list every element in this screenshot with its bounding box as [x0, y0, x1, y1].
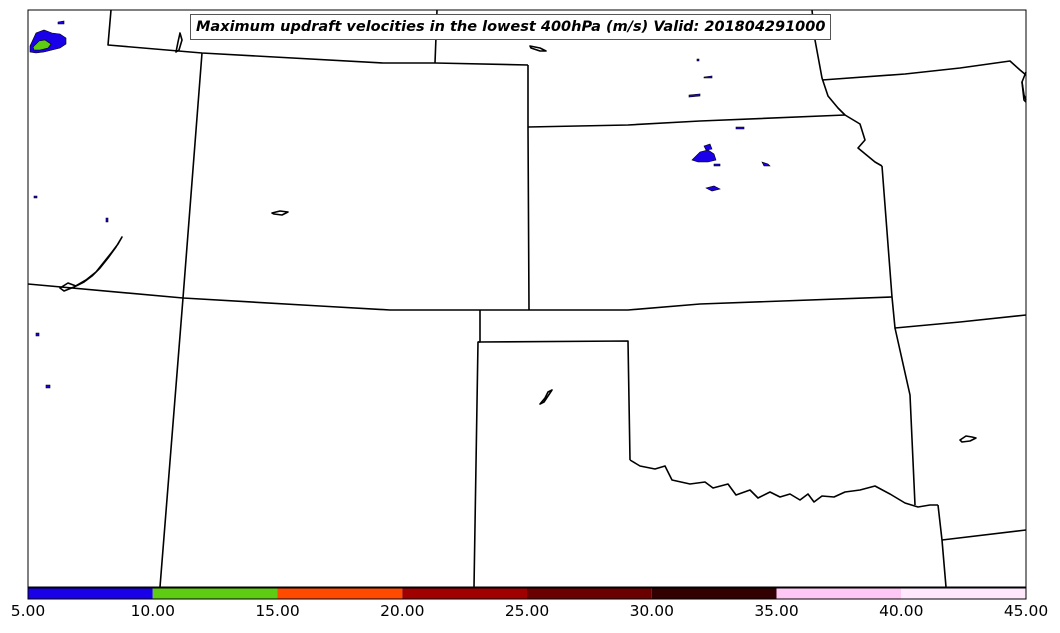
colorbar-segment [152, 588, 278, 599]
map-frame [27, 9, 1027, 588]
updraft-cells [29, 20, 771, 389]
colorbar-tick-label: 5.00 [10, 602, 46, 620]
colorbar-segment [277, 588, 403, 599]
colorbar-tick-label: 35.00 [754, 602, 799, 620]
colorbar-tick-label: 20.00 [380, 602, 425, 620]
colorbar-segment [901, 588, 1026, 599]
state-borders [27, 9, 1027, 588]
colorbar-tick-label: 10.00 [130, 602, 175, 620]
colorbar-tick-label: 30.00 [629, 602, 674, 620]
colorbar-segment [402, 588, 527, 599]
colorbar-segment [28, 588, 153, 599]
map-title: Maximum updraft velocities in the lowest… [190, 14, 832, 40]
colorbar [27, 587, 1027, 600]
colorbar-tick-label: 25.00 [504, 602, 550, 620]
colorbar-border [27, 587, 1027, 600]
colorbar-segment [527, 588, 652, 599]
colorbar-tick-label: 45.00 [1003, 602, 1049, 620]
colorbar-segment [776, 588, 902, 599]
colorbar-tick-label: 15.00 [255, 602, 300, 620]
colorbar-tick-label: 40.00 [879, 602, 924, 620]
colorbar-segment [651, 588, 777, 599]
